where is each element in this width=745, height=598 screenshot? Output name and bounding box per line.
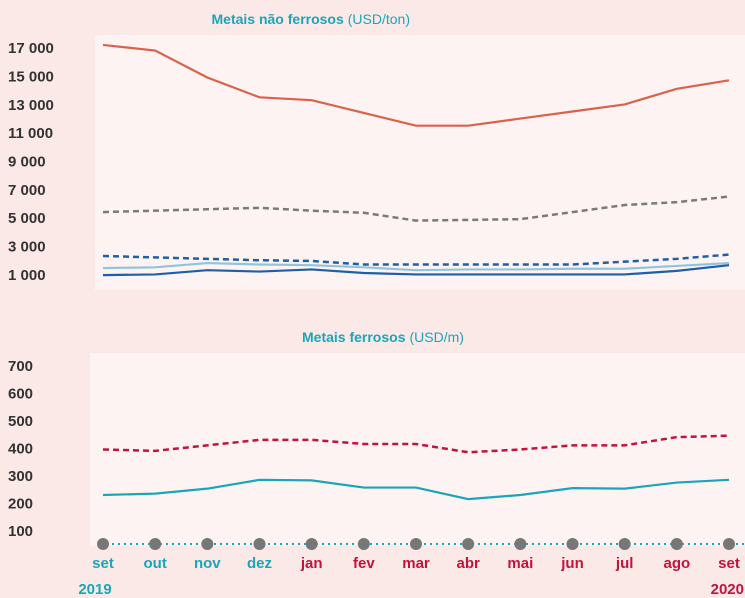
y-tick-label: 1 000 [8,267,46,284]
y-tick-label: 300 [8,468,33,485]
x-tick-label: mar [402,555,430,572]
x-tick-label: out [144,555,167,572]
year-label: 2019 [78,581,111,598]
unit: (USD/ton) [348,11,410,27]
y-tick-label: 700 [8,358,33,375]
x-tick-label: fev [353,555,375,572]
y-tick-label: 15 000 [8,68,54,85]
chart-title: Metais não ferrosos (USD/ton) [212,11,411,27]
x-tick-label: jan [300,555,323,572]
y-tick-label: 100 [8,523,33,540]
chart-title: Metais ferrosos (USD/m) [302,329,464,345]
x-tick-label: jun [560,555,584,572]
x-tick-label: dez [247,555,272,572]
axis-dot [670,538,683,550]
line-series [102,195,730,222]
line-series [102,261,730,272]
y-tick-label: 200 [8,496,33,513]
axis-dot [618,538,631,550]
y-tick-label: 9 000 [8,153,46,170]
title: Metais ferrosos [302,329,406,345]
axis-dot [305,538,318,550]
unit: (USD/m) [409,329,463,345]
x-tick-label: nov [194,555,221,572]
y-tick-label: 13 000 [8,97,54,114]
plot-area [95,35,745,290]
axis-dot [149,538,162,550]
x-tick-label: mai [507,555,533,572]
title: Metais não ferrosos [212,11,344,27]
x-tick-label: set [718,555,740,572]
axis-dot [201,538,214,550]
line-series [102,264,730,277]
plot-area [90,353,745,546]
y-tick-label: 7 000 [8,182,46,199]
y-tick-label: 17 000 [8,40,54,57]
axis-dot [410,538,422,550]
y-tick-label: 3 000 [8,238,46,255]
x-tick-label: jul [615,555,634,572]
line-series [102,43,730,127]
y-tick-label: 11 000 [8,125,53,142]
x-tick-label: set [92,555,114,572]
line-series [102,434,730,454]
x-tick-label: abr [456,555,480,572]
axis-dot [566,538,579,550]
axis-dot [462,538,475,550]
x-tick-label: ago [663,555,690,572]
year-label: 2020 [711,581,744,598]
y-tick-label: 600 [8,385,33,402]
axis-dot [723,538,735,550]
y-tick-label: 500 [8,413,33,430]
axis-dot [253,538,266,550]
axis-dot [514,538,527,550]
y-tick-label: 5 000 [8,210,46,227]
line-series [102,478,730,501]
line-series [102,253,730,266]
y-tick-label: 400 [8,440,33,457]
axis-dot [97,538,109,550]
axis-dot [357,538,370,550]
